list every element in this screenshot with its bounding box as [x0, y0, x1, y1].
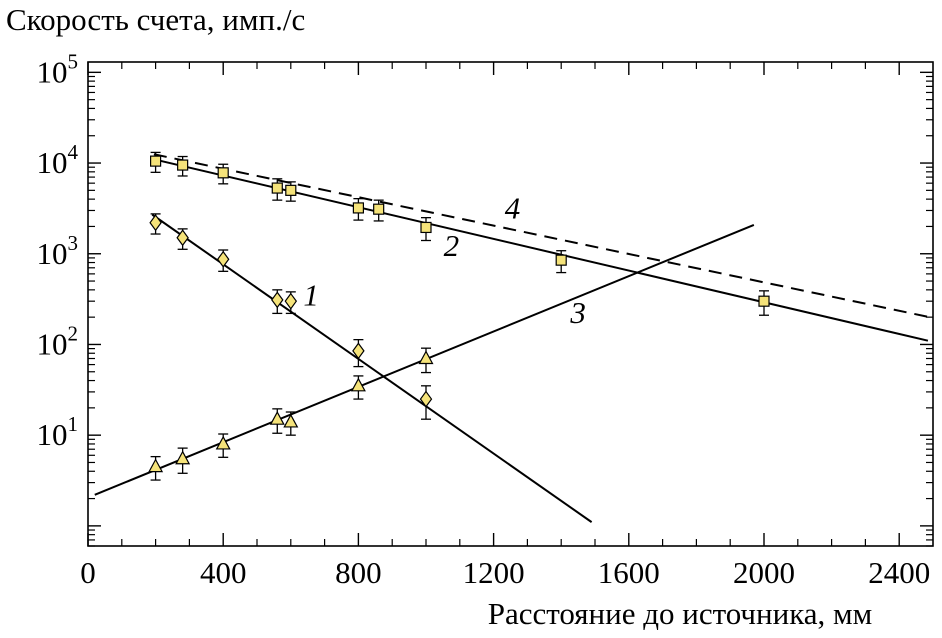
y-tick-exponent: 2 [68, 321, 79, 345]
marker-square [217, 167, 229, 179]
marker-triangle [148, 458, 164, 473]
marker-diamond [419, 390, 433, 408]
marker-triangle [350, 377, 366, 392]
marker-diamond [284, 292, 298, 310]
marker-diamond [216, 250, 230, 268]
x-tick-label: 0 [80, 555, 96, 590]
marker-square [555, 254, 567, 266]
x-tick-label: 1600 [598, 555, 660, 590]
marker-diamond [271, 291, 284, 309]
marker-diamond [352, 342, 365, 360]
x-tick-label: 2400 [868, 555, 930, 590]
marker-diamond [176, 229, 189, 247]
fit-line-2 [153, 158, 929, 342]
marker-square [352, 202, 364, 214]
marker-square [758, 295, 770, 307]
y-tick-label: 103 [37, 231, 79, 271]
marker-square [177, 159, 189, 171]
marker-square [285, 184, 297, 196]
y-axis-title: Скорость счета, имп./с [6, 2, 306, 37]
x-tick-label: 400 [200, 555, 247, 590]
curve-label-4: 4 [505, 191, 521, 226]
marker-square [420, 221, 432, 234]
y-tick-exponent: 5 [68, 49, 79, 73]
x-tick-label: 2000 [733, 555, 795, 590]
fit-line-4 [153, 153, 930, 319]
plot-frame [87, 61, 934, 547]
marker-triangle [175, 450, 191, 465]
fit-line-1 [151, 213, 593, 523]
x-axis-title: Расстояние до источника, мм [487, 596, 873, 631]
y-tick-exponent: 4 [68, 140, 79, 164]
marker-triangle [418, 350, 434, 365]
marker-square [373, 203, 385, 215]
marker-square [271, 182, 283, 194]
y-tick-exponent: 1 [68, 412, 79, 436]
marker-diamond [149, 214, 162, 232]
y-tick-exponent: 3 [68, 231, 79, 255]
curve-label-2: 2 [444, 228, 460, 263]
marker-triangle [215, 435, 231, 450]
y-tick-label: 105 [37, 49, 79, 89]
x-tick-label: 800 [335, 555, 382, 590]
marker-triangle [283, 413, 299, 428]
marker-square [150, 155, 162, 167]
curve-label-3: 3 [569, 295, 586, 330]
marker-triangle [269, 410, 285, 425]
curve-label-1: 1 [303, 277, 319, 312]
y-tick-label: 104 [37, 140, 79, 180]
y-tick-label: 101 [37, 412, 79, 452]
y-tick-label: 102 [37, 321, 79, 361]
x-tick-label: 1200 [463, 555, 525, 590]
